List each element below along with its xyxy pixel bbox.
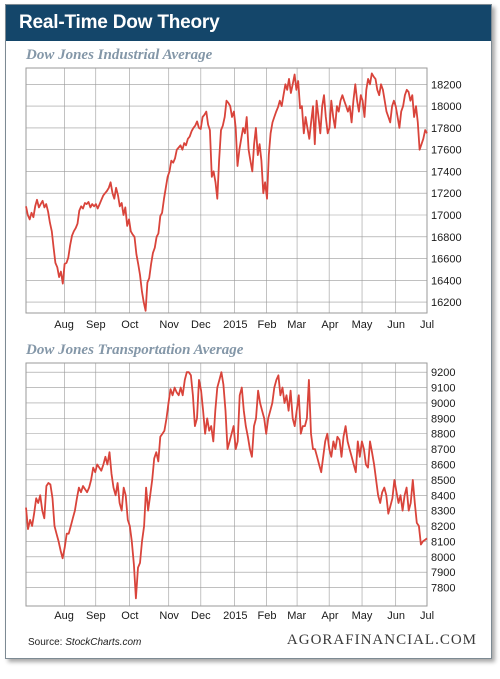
industrial-y-tick-label: 18200: [431, 79, 462, 91]
transportation-y-tick-label: 8600: [431, 460, 455, 472]
industrial-y-tick-label: 17000: [431, 210, 462, 222]
transportation-y-tick-label: 7900: [431, 567, 455, 579]
transportation-x-tick-label: Feb: [258, 610, 277, 622]
transportation-y-tick-label: 7800: [431, 583, 455, 595]
transportation-x-tick-label: Sep: [86, 610, 106, 622]
industrial-x-tick-label: Dec: [191, 319, 211, 331]
industrial-x-tick-label: Oct: [121, 319, 138, 331]
industrial-x-tick-label: Feb: [258, 319, 277, 331]
transportation-y-tick-label: 8300: [431, 506, 455, 518]
transportation-y-tick-label: 8000: [431, 552, 455, 564]
transportation-y-tick-label: 8400: [431, 490, 455, 502]
industrial-y-tick-label: 17200: [431, 188, 462, 200]
transportation-x-tick-label: Nov: [159, 610, 179, 622]
transportation-series-line: [25, 371, 428, 600]
industrial-y-tick-label: 16200: [431, 297, 462, 309]
transportation-x-tick-label: Jun: [387, 610, 405, 622]
industrial-y-tick-label: 17800: [431, 123, 462, 135]
transportation-y-tick-label: 8200: [431, 521, 455, 533]
industrial-y-tick-label: 17400: [431, 166, 462, 178]
industrial-y-tick-label: 17600: [431, 145, 462, 157]
industrial-x-tick-label: May: [352, 319, 373, 331]
source-note: Source: StockCharts.com: [28, 637, 141, 648]
header-bar: Real-Time Dow Theory: [6, 5, 491, 41]
transportation-y-tick-label: 9100: [431, 383, 455, 395]
brand-wordmark: AGORAFINANCIAL.COM: [286, 632, 477, 648]
transportation-y-tick-label: 8500: [431, 475, 455, 487]
industrial-series-line: [25, 72, 428, 312]
industrial-y-tick-label: 18000: [431, 101, 462, 113]
chart-card: Real-Time Dow Theory Dow Jones Industria…: [5, 4, 492, 659]
transportation-y-tick-label: 9000: [431, 398, 455, 410]
industrial-y-tick-label: 16400: [431, 275, 462, 287]
industrial-y-tick-label: 16600: [431, 254, 462, 266]
source-label: Source:: [28, 637, 63, 648]
transportation-y-tick-label: 8900: [431, 413, 455, 425]
industrial-x-tick-label: Jul: [420, 319, 434, 331]
transportation-y-tick-label: 9200: [431, 367, 455, 379]
source-name: StockCharts.com: [65, 637, 142, 648]
industrial-x-tick-label: 2015: [223, 319, 247, 331]
page-title: Real-Time Dow Theory: [19, 12, 220, 33]
transportation-x-tick-label: May: [352, 610, 373, 622]
transportation-x-tick-label: Aug: [54, 610, 74, 622]
transportation-plot-area: [25, 362, 428, 607]
transportation-x-tick-label: Oct: [121, 610, 138, 622]
industrial-x-tick-label: Sep: [86, 319, 106, 331]
industrial-average-chart: 16200 16400 16600 16800 17000 17200 17400 17600…: [25, 67, 462, 331]
transportation-y-tick-label: 8700: [431, 444, 455, 456]
transportation-x-tick-label: Dec: [191, 610, 211, 622]
transportation-y-tick-label: 8800: [431, 429, 455, 441]
industrial-y-tick-label: 16800: [431, 232, 462, 244]
industrial-x-tick-label: Mar: [287, 319, 306, 331]
transportation-x-tick-label: Jul: [420, 610, 434, 622]
industrial-x-tick-label: Apr: [321, 319, 338, 331]
chart-title-transportation: Dow Jones Transportation Average: [26, 342, 244, 358]
industrial-x-tick-label: Aug: [54, 319, 74, 331]
transportation-x-tick-label: Apr: [321, 610, 338, 622]
transportation-x-tick-label: Mar: [287, 610, 306, 622]
transportation-x-tick-label: 2015: [223, 610, 247, 622]
chart-title-industrial: Dow Jones Industrial Average: [26, 47, 213, 63]
industrial-x-tick-label: Jun: [387, 319, 405, 331]
industrial-x-tick-label: Nov: [159, 319, 179, 331]
transportation-average-chart: 7800 7900 8000 8100 8200 8300 8400 8500 8600 8700…: [25, 362, 455, 622]
transportation-y-tick-label: 8100: [431, 536, 455, 548]
